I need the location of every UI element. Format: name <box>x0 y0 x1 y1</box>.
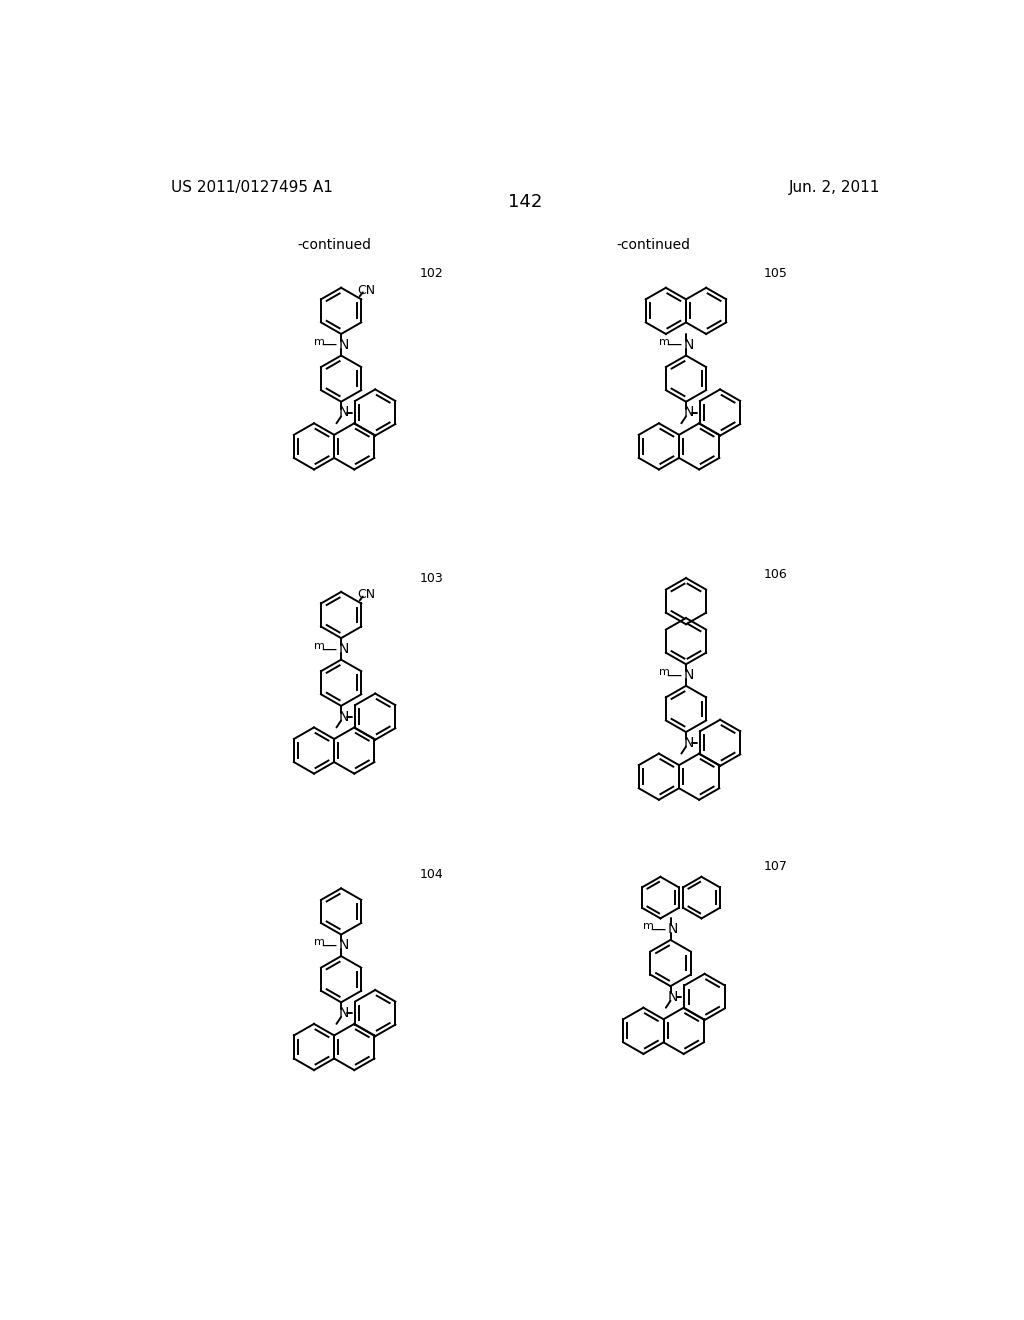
Text: m: m <box>314 937 325 948</box>
Text: —: — <box>322 337 336 352</box>
Text: N: N <box>338 710 348 723</box>
Text: N: N <box>338 338 348 351</box>
Text: N: N <box>683 338 693 351</box>
Text: 106: 106 <box>764 568 787 581</box>
Text: CN: CN <box>356 587 375 601</box>
Text: N: N <box>683 405 693 420</box>
Text: N: N <box>668 923 678 936</box>
Text: 142: 142 <box>508 193 542 211</box>
Text: —: — <box>666 668 681 682</box>
Text: US 2011/0127495 A1: US 2011/0127495 A1 <box>171 180 333 195</box>
Text: m: m <box>658 667 670 677</box>
Text: —: — <box>666 337 681 352</box>
Text: -continued: -continued <box>297 238 371 252</box>
Text: —: — <box>322 937 336 953</box>
Text: m: m <box>314 640 325 651</box>
Text: CN: CN <box>356 284 375 297</box>
Text: Jun. 2, 2011: Jun. 2, 2011 <box>788 180 880 195</box>
Text: N: N <box>683 735 693 750</box>
Text: N: N <box>683 668 693 682</box>
Text: 103: 103 <box>420 572 443 585</box>
Text: —: — <box>322 642 336 656</box>
Text: N: N <box>338 1006 348 1020</box>
Text: m: m <box>643 921 654 931</box>
Text: -continued: -continued <box>616 238 690 252</box>
Text: m: m <box>658 337 670 347</box>
Text: 105: 105 <box>764 268 787 280</box>
Text: m: m <box>314 337 325 347</box>
Text: N: N <box>338 939 348 952</box>
Text: N: N <box>338 642 348 656</box>
Text: 107: 107 <box>764 861 787 874</box>
Text: —: — <box>650 921 666 937</box>
Text: N: N <box>338 405 348 420</box>
Text: N: N <box>668 990 678 1005</box>
Text: 102: 102 <box>420 268 443 280</box>
Text: 104: 104 <box>420 869 443 880</box>
